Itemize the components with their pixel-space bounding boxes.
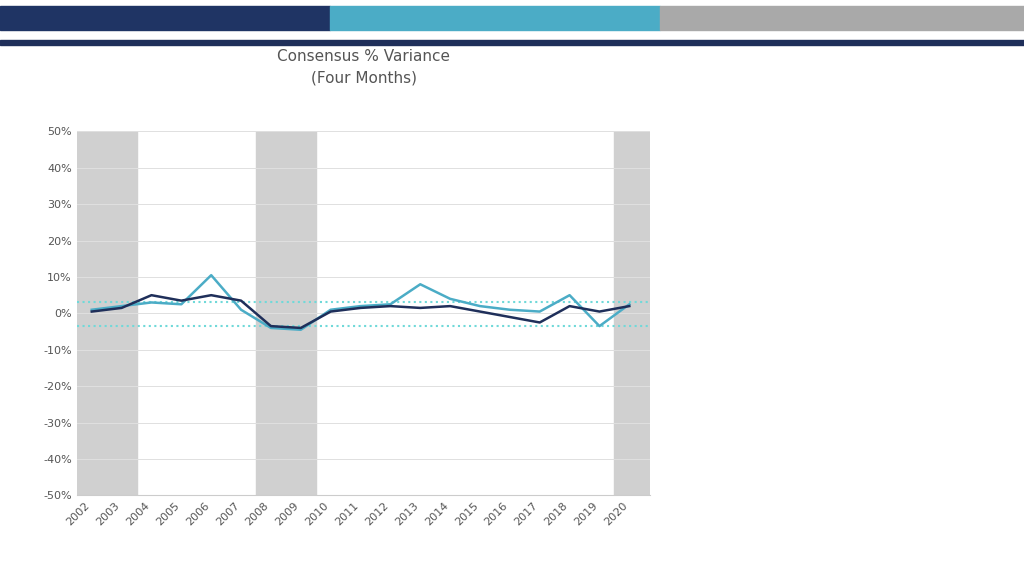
Bar <box>0 6 330 30</box>
Bar <box>77 131 136 495</box>
Text: FOUR MONTHS: FOUR MONTHS <box>696 491 928 519</box>
Bar <box>330 6 660 30</box>
Text: VARIANCE: VARIANCE <box>696 204 853 232</box>
Bar <box>660 6 1024 30</box>
Text: ACTUALS –: ACTUALS – <box>696 427 861 455</box>
Text: CONSENSUS: CONSENSUS <box>696 300 888 328</box>
Text: Consensus % Variance
(Four Months): Consensus % Variance (Four Months) <box>278 50 450 85</box>
Text: ESTIMATES VS.: ESTIMATES VS. <box>696 363 931 392</box>
Bar <box>256 131 315 495</box>
Bar <box>614 131 674 495</box>
Text: PERCENTAGE: PERCENTAGE <box>696 141 899 169</box>
